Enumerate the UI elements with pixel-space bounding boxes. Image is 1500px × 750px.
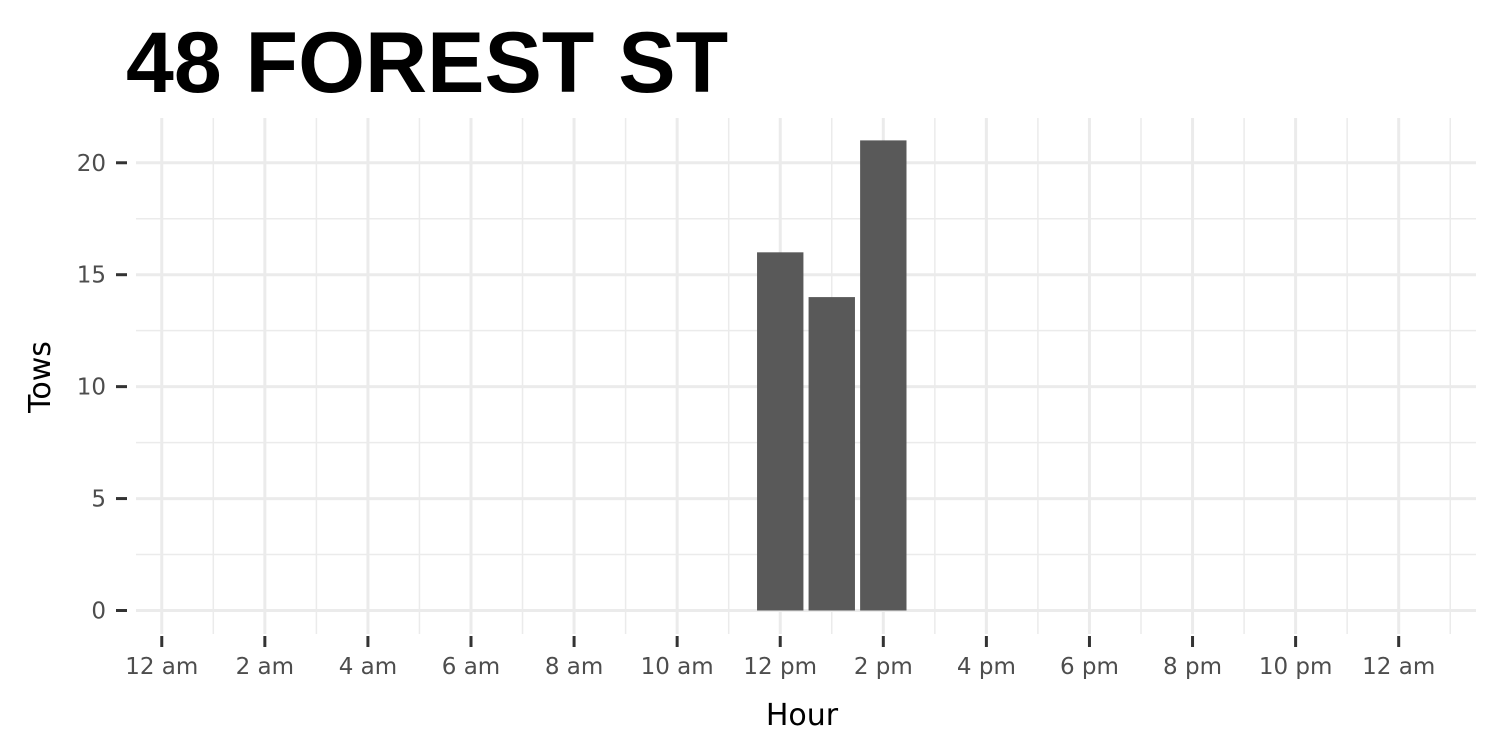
chart-title: 48 FOREST ST [126, 15, 728, 111]
x-tick-label: 8 am [545, 654, 603, 680]
grid-lines [136, 118, 1476, 634]
bar-hour-13 [808, 297, 855, 611]
x-tick-label: 2 am [236, 654, 294, 680]
bar-hour-14 [860, 140, 907, 611]
x-tick-label: 8 pm [1163, 654, 1222, 680]
x-tick-label: 12 pm [743, 654, 817, 680]
bar-hour-12 [757, 252, 804, 611]
x-tick-label: 12 am [125, 654, 198, 680]
x-tick-label: 10 pm [1259, 654, 1333, 680]
y-axis-label: Tows [23, 341, 58, 414]
y-axis: 0 5 10 15 20 [77, 151, 127, 624]
x-tick-label: 6 pm [1060, 654, 1119, 680]
x-tick-label: 4 am [339, 654, 397, 680]
x-axis: 12 am 2 am 4 am 6 am 8 am 10 am 12 pm 2 pm 4 pm 6… [125, 636, 1435, 680]
y-tick-label: 10 [77, 375, 106, 401]
x-tick-label: 10 am [641, 654, 714, 680]
x-tick-label: 2 pm [854, 654, 913, 680]
y-tick-label: 0 [91, 598, 106, 624]
x-tick-label: 4 pm [957, 654, 1016, 680]
x-tick-label: 12 am [1362, 654, 1435, 680]
y-tick-label: 15 [77, 263, 106, 289]
y-tick-label: 5 [91, 487, 106, 513]
x-tick-label: 6 am [442, 654, 500, 680]
bars [757, 140, 907, 611]
x-axis-label: Hour [766, 698, 839, 733]
y-tick-label: 20 [77, 151, 106, 177]
